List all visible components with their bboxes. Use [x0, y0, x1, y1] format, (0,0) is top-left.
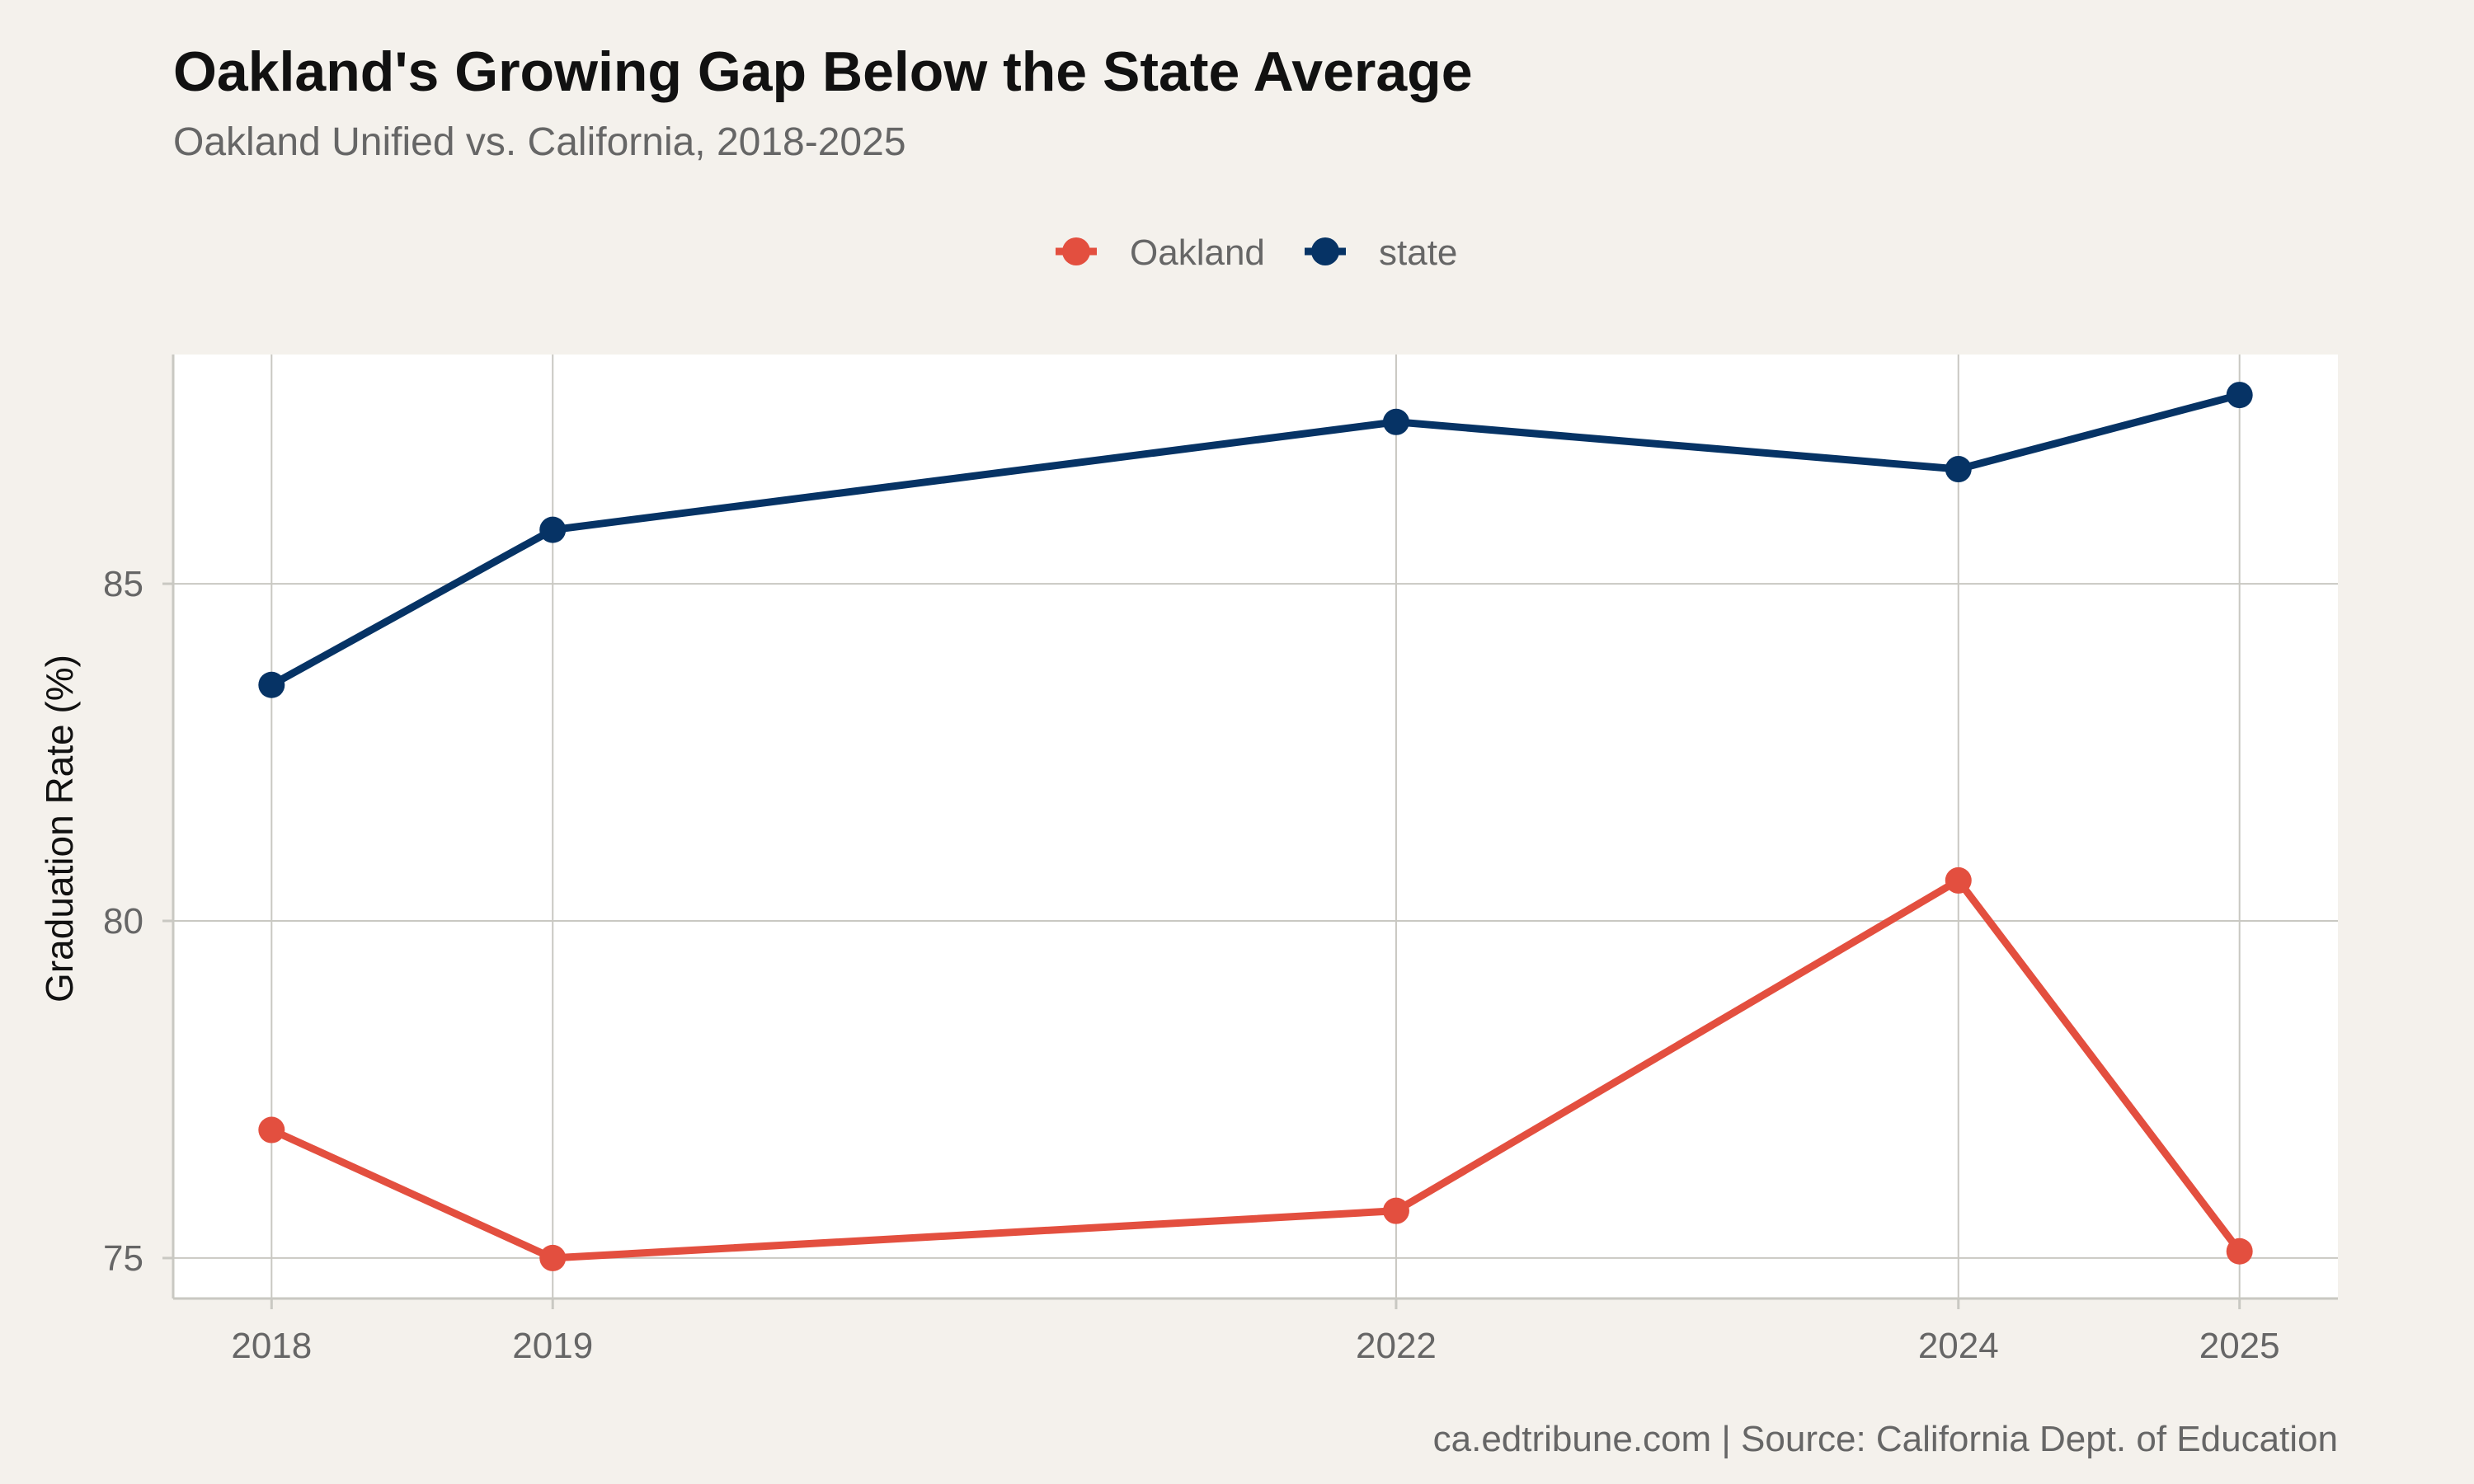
- plot-panel: [173, 355, 2338, 1298]
- data-point-oakland-2018: [258, 1116, 285, 1144]
- legend-label-state: state: [1379, 232, 1457, 273]
- chart-subtitle: Oakland Unified vs. California, 2018-202…: [173, 120, 906, 164]
- data-point-state-2018: [258, 671, 285, 698]
- legend-marker-state: [1311, 237, 1339, 265]
- chart-title: Oakland's Growing Gap Below the State Av…: [173, 40, 1473, 103]
- legend-marker-oakland: [1062, 237, 1090, 265]
- x-tick-label-2018: 2018: [231, 1326, 312, 1366]
- series-layer: [258, 382, 2253, 1271]
- data-point-oakland-2022: [1382, 1197, 1409, 1224]
- chart-caption: ca.edtribune.com | Source: California De…: [1433, 1419, 2338, 1459]
- legend-label-oakland: Oakland: [1130, 232, 1265, 273]
- y-tick-label-85: 85: [103, 564, 143, 604]
- data-point-state-2022: [1382, 408, 1409, 435]
- data-point-state-2025: [2226, 382, 2253, 409]
- x-tick-label-2022: 2022: [1356, 1326, 1437, 1366]
- y-tick-label-80: 80: [103, 901, 143, 942]
- y-axis-title: Graduation Rate (%): [38, 655, 81, 1003]
- data-point-oakland-2019: [539, 1244, 567, 1271]
- y-tick-label-75: 75: [103, 1238, 143, 1279]
- grid-lines: [173, 355, 2338, 1298]
- data-point-state-2019: [539, 516, 567, 543]
- x-tick-label-2024: 2024: [1918, 1326, 1999, 1366]
- data-point-oakland-2024: [1945, 866, 1972, 894]
- legend-item-state: state: [1305, 232, 1457, 273]
- data-point-state-2024: [1945, 456, 1972, 483]
- x-tick-label-2019: 2019: [512, 1326, 593, 1366]
- legend-item-oakland: Oakland: [1056, 232, 1265, 273]
- data-point-oakland-2025: [2226, 1237, 2253, 1265]
- tick-labels: 2018 2019 2022 2024 2025 75 80 85: [103, 564, 2280, 1366]
- axes: [172, 355, 2338, 1300]
- x-tick-label-2025: 2025: [2199, 1326, 2280, 1366]
- legend: Oakland state: [1056, 232, 1457, 273]
